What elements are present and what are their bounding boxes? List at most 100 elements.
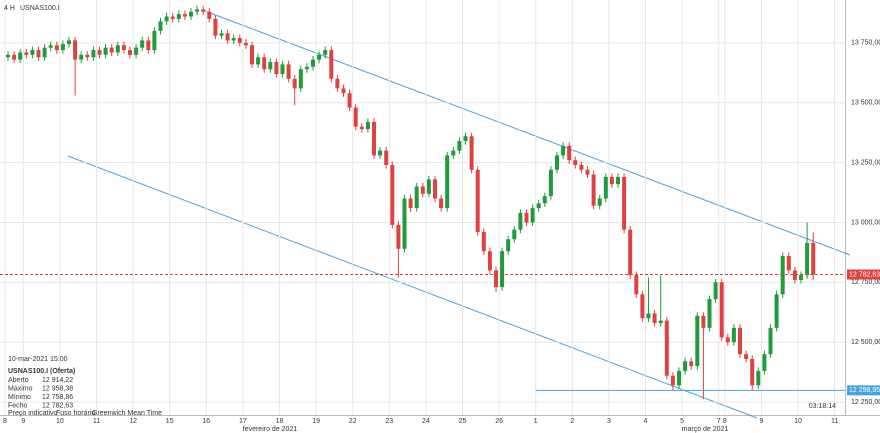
candle-body <box>353 107 358 127</box>
candle-body <box>6 54 10 58</box>
candle-body <box>536 203 541 209</box>
x-tick-label: 11 <box>831 418 838 425</box>
y-tick-label: 12 500,00 <box>851 339 880 346</box>
y-tick-label: 13 250,00 <box>851 159 880 166</box>
candle-body <box>524 212 529 223</box>
candle-body <box>237 38 242 43</box>
info-footer: Fuso horário <box>56 410 95 417</box>
candle-body <box>567 145 572 161</box>
candle-body <box>189 11 193 17</box>
candle-body <box>231 38 236 41</box>
candle-body <box>207 11 212 19</box>
candle-body <box>561 145 566 156</box>
candle-body <box>542 196 547 204</box>
x-tick-label: 10 <box>56 418 64 425</box>
candle-body <box>158 21 163 31</box>
candle-body <box>500 251 505 288</box>
candle-body <box>225 33 230 41</box>
candle-body <box>426 179 431 194</box>
candle-body <box>18 52 23 60</box>
candle-body <box>573 160 578 165</box>
candle-body <box>201 9 206 12</box>
candle-body <box>683 361 688 371</box>
candle-body <box>280 64 285 74</box>
candle-body <box>603 176 608 199</box>
candle-body <box>195 9 200 12</box>
candle-body <box>786 255 791 271</box>
candle-body <box>359 126 364 130</box>
candle-body <box>323 50 328 55</box>
x-tick-label: 22 <box>349 418 357 425</box>
candle-body <box>250 45 254 65</box>
x-tick-label: 11 <box>93 418 100 425</box>
info-value: 12 958,38 <box>42 385 73 392</box>
candle-body <box>182 14 187 17</box>
candle-body <box>670 375 675 386</box>
symbol: USNAS100.I <box>20 5 60 12</box>
candle-body <box>134 47 139 55</box>
trend-line <box>67 155 758 419</box>
candle-body <box>67 40 71 45</box>
candle-body <box>335 78 340 89</box>
candle-body <box>530 208 535 223</box>
info-label: Mínimo <box>8 394 31 401</box>
candle-body <box>707 299 712 328</box>
candle-body <box>548 169 553 197</box>
info-value: 12 914,22 <box>42 377 73 384</box>
info-datetime: 10-mar-2021 15:00 <box>8 356 68 363</box>
candle-body <box>60 44 65 51</box>
candle-body <box>85 54 90 58</box>
candle-body <box>219 33 224 36</box>
x-tick-label: 1 <box>534 418 538 425</box>
candle-body <box>658 320 663 324</box>
candle-body <box>774 294 779 328</box>
candle-body <box>408 198 413 209</box>
candle-body <box>591 174 596 206</box>
candle-body <box>292 78 297 89</box>
x-tick-label: 16 <box>202 418 210 425</box>
candle-body <box>79 54 84 60</box>
candle-body <box>286 64 291 79</box>
candle-body <box>109 47 114 53</box>
candle-body <box>634 275 639 295</box>
info-label: Máximo <box>8 385 33 392</box>
candle-body <box>213 18 218 36</box>
x-tick-label: 19 <box>312 418 320 425</box>
info-instrument: USNAS100.I (Oferta) <box>8 368 75 375</box>
candle-body <box>24 52 29 55</box>
candle-body <box>243 42 248 46</box>
candle-body <box>152 30 157 51</box>
x-tick-label: 24 <box>422 418 430 425</box>
candle-body <box>341 88 346 94</box>
candle-body <box>677 370 681 386</box>
candle-body <box>262 57 267 70</box>
x-tick-label: 17 <box>239 418 247 425</box>
candle-body <box>719 282 724 338</box>
candle-body <box>494 270 498 288</box>
candle-body <box>414 186 419 209</box>
x-tick-label: 2 <box>570 418 574 425</box>
candle-body <box>128 50 132 55</box>
candle-body <box>91 50 96 58</box>
candle-body <box>115 45 120 53</box>
candle-body <box>756 370 761 386</box>
x-tick-label: 9 <box>21 418 25 425</box>
candle-body <box>616 176 620 185</box>
candle-body <box>329 50 334 79</box>
candle-body <box>811 243 816 275</box>
x-tick-label: 15 <box>166 418 174 425</box>
candle-body <box>268 62 273 70</box>
candle-body <box>311 59 315 67</box>
info-footer: Greenwich Mean Time <box>92 410 162 417</box>
candle-body <box>304 66 309 70</box>
candle-body <box>390 164 395 225</box>
info-footer: Preço indicativo <box>8 410 58 417</box>
candle-body <box>664 320 669 376</box>
candle-body <box>481 232 486 252</box>
info-label: Aberto <box>8 377 29 384</box>
month-label: fevereiro de 2021 <box>243 426 298 433</box>
candle-body <box>799 275 803 280</box>
candle-body <box>48 45 53 48</box>
